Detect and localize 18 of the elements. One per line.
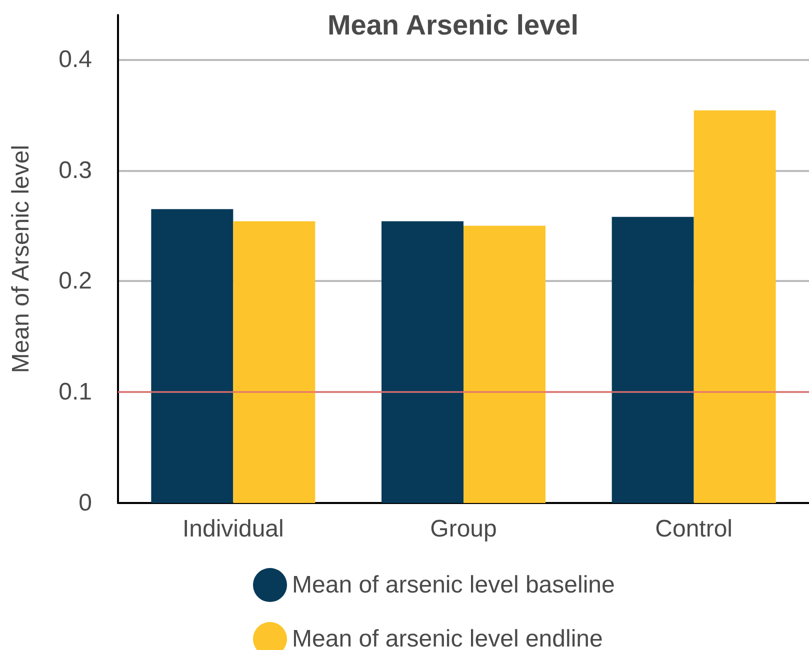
bar bbox=[612, 216, 694, 503]
x-tick-label: Individual bbox=[182, 516, 284, 542]
bar bbox=[233, 221, 316, 503]
legend-label: Mean of arsenic level endline bbox=[292, 626, 603, 650]
x-tick-label: Control bbox=[655, 516, 733, 542]
bar bbox=[694, 110, 776, 503]
bar bbox=[151, 209, 234, 503]
legend-label: Mean of arsenic level baseline bbox=[292, 572, 615, 598]
bar bbox=[382, 221, 464, 503]
y-tick-label: 0.2 bbox=[58, 268, 92, 295]
y-axis-title: Mean of Arsenic level bbox=[8, 144, 34, 374]
y-tick-label: 0.1 bbox=[58, 378, 92, 406]
y-tick-label: 0 bbox=[78, 490, 92, 516]
bar bbox=[464, 226, 546, 503]
chart-title: Mean Arsenic level bbox=[327, 10, 579, 40]
y-tick-label: 0.4 bbox=[58, 46, 92, 73]
x-tick-label: Group bbox=[430, 516, 497, 542]
y-tick-label: 0.3 bbox=[58, 156, 92, 184]
